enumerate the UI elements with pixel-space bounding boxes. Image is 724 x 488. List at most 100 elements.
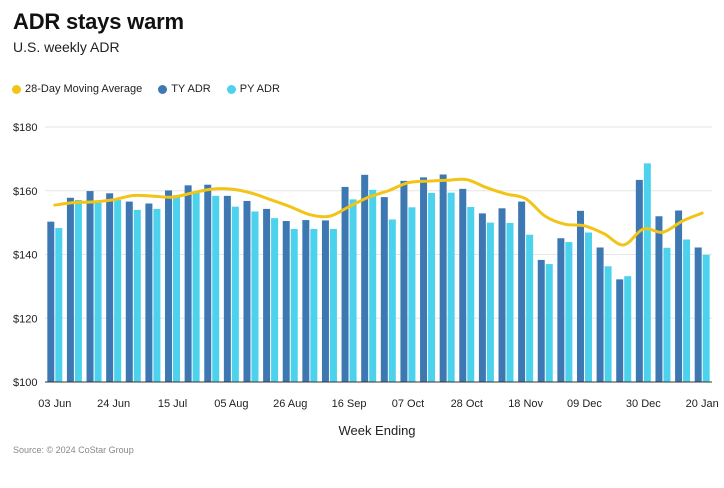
ty-adr-bar xyxy=(576,210,584,382)
py-adr-bar xyxy=(565,242,573,382)
py-adr-bar xyxy=(310,229,318,382)
legend-item-moving-average: 28-Day Moving Average xyxy=(12,83,142,95)
py-adr-bar xyxy=(447,192,455,382)
chart-subtitle: U.S. weekly ADR xyxy=(13,39,120,55)
py-adr-bar xyxy=(683,239,691,382)
ty-adr-bar xyxy=(145,203,153,382)
legend-swatch-py-adr xyxy=(226,84,236,94)
moving-average-line xyxy=(53,177,704,247)
ty-adr-bar xyxy=(655,216,663,382)
py-adr-bar xyxy=(702,254,710,382)
py-adr-bar xyxy=(624,276,632,382)
ty-adr-bar xyxy=(47,221,55,382)
y-tick-label: $180 xyxy=(13,122,37,134)
ty-adr-bar xyxy=(341,186,349,382)
x-tick-label: 18 Nov xyxy=(508,398,543,410)
y-tick-label: $120 xyxy=(13,313,37,325)
ty-adr-bar xyxy=(361,174,369,382)
ty-adr-bar xyxy=(243,200,251,382)
py-adr-bar xyxy=(408,207,416,382)
py-adr-bar xyxy=(604,266,612,382)
ty-adr-bar xyxy=(184,185,192,382)
legend-swatch-ty-adr xyxy=(158,84,168,94)
legend-label-moving-average: 28-Day Moving Average xyxy=(25,83,143,95)
legend-item-ty-adr: TY ADR xyxy=(158,83,211,95)
x-tick-label: 24 Jun xyxy=(97,398,130,410)
ty-adr-bar xyxy=(518,201,526,382)
source-note: Source: © 2024 CoStar Group xyxy=(13,445,134,455)
py-adr-bar xyxy=(290,229,298,382)
ty-adr-bar xyxy=(439,174,447,382)
ty-adr-bar xyxy=(380,197,388,382)
py-adr-bar xyxy=(231,206,239,382)
x-tick-label: 03 Jun xyxy=(38,398,71,410)
x-tick-label: 26 Aug xyxy=(273,398,307,410)
py-adr-bar xyxy=(133,209,141,382)
ty-adr-bar xyxy=(400,180,408,382)
ty-adr-bar xyxy=(635,179,643,382)
ty-adr-bar xyxy=(106,193,114,382)
ty-adr-bar xyxy=(478,213,486,382)
legend-item-py-adr: PY ADR xyxy=(226,83,280,95)
py-adr-bar xyxy=(251,211,259,382)
ty-adr-bar xyxy=(282,221,290,382)
ty-adr-bar xyxy=(302,220,310,382)
x-tick-label: 07 Oct xyxy=(392,398,424,410)
py-adr-bar xyxy=(329,229,337,382)
moving-average-layer xyxy=(53,177,704,247)
ty-adr-bar xyxy=(557,238,565,382)
py-adr-bar xyxy=(349,199,357,382)
py-adr-bar xyxy=(114,199,122,382)
py-adr-bar xyxy=(584,232,592,382)
py-adr-bar xyxy=(94,200,102,382)
py-adr-bar xyxy=(506,222,514,382)
py-adr-bar xyxy=(212,195,220,382)
ty-adr-bar xyxy=(459,188,467,382)
legend: 28-Day Moving Average TY ADR PY ADR xyxy=(12,83,296,95)
y-tick-label: $100 xyxy=(13,377,37,389)
ty-adr-bar xyxy=(204,184,212,382)
x-tick-label: 16 Sep xyxy=(332,398,367,410)
x-tick-label: 20 Jan xyxy=(686,398,719,410)
py-adr-bar xyxy=(153,208,161,382)
ty-adr-bar xyxy=(596,247,604,382)
x-tick-label: 28 Oct xyxy=(451,398,483,410)
ty-adr-bar xyxy=(165,190,173,382)
py-adr-bar xyxy=(663,247,671,382)
legend-label-py-adr: PY ADR xyxy=(239,83,280,95)
py-adr-bar xyxy=(271,218,279,382)
ty-adr-bar xyxy=(321,220,329,382)
y-tick-label: $160 xyxy=(13,186,37,198)
ty-adr-bar xyxy=(694,247,702,382)
x-tick-label: 05 Aug xyxy=(214,398,248,410)
py-adr-bar xyxy=(388,219,396,382)
py-adr-bar xyxy=(643,163,651,382)
x-axis-title: Week Ending xyxy=(338,423,415,438)
ty-adr-bar xyxy=(263,208,271,382)
py-adr-bar xyxy=(192,192,200,382)
y-tick-label: $140 xyxy=(13,250,37,262)
py-adr-bar xyxy=(526,234,534,382)
py-adr-bar xyxy=(74,199,82,382)
ty-adr-bar xyxy=(420,177,428,382)
chart-title: ADR stays warm xyxy=(13,9,184,34)
ty-adr-bar xyxy=(616,279,624,382)
legend-label-ty-adr: TY ADR xyxy=(171,83,211,95)
bars-layer xyxy=(47,163,710,382)
ty-adr-bar xyxy=(86,191,94,382)
py-adr-bar xyxy=(428,192,436,382)
py-adr-bar xyxy=(545,264,553,382)
py-adr-bar xyxy=(173,195,181,382)
py-adr-bar xyxy=(55,228,63,382)
ty-adr-bar xyxy=(537,259,545,382)
ty-adr-bar xyxy=(66,197,74,382)
ty-adr-bar xyxy=(675,210,683,382)
x-tick-label: 15 Jul xyxy=(158,398,187,410)
axis-layer: $100 $120 $140 $160 $180 03 Jun 24 Jun 15 Jul 05… xyxy=(13,122,719,410)
grid-layer xyxy=(45,126,712,319)
x-tick-label: 09 Dec xyxy=(567,398,602,410)
ty-adr-bar xyxy=(125,201,133,382)
x-tick-label: 30 Dec xyxy=(626,398,661,410)
py-adr-bar xyxy=(467,207,475,382)
